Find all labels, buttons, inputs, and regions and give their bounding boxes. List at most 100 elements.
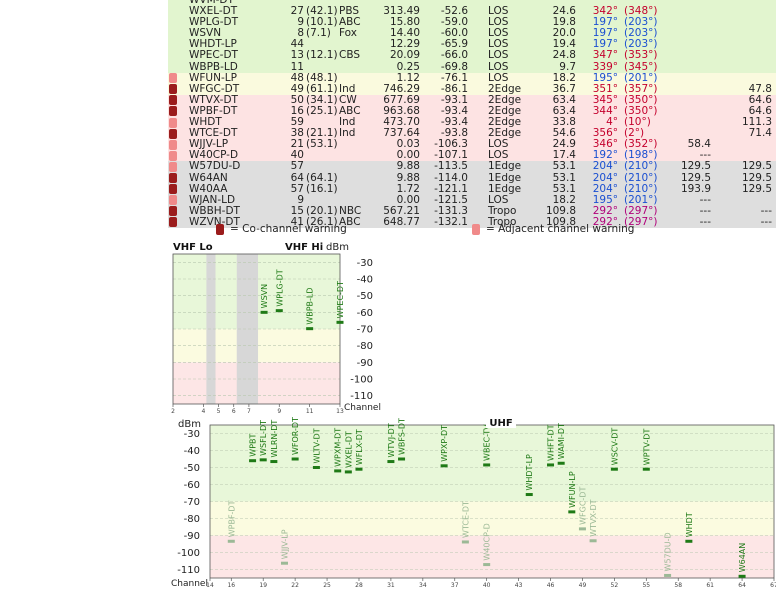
row-virtual-channel: (34.1): [306, 93, 338, 106]
table-row[interactable]: W40AA 57 (16.1) 1.72 -121.1 1Edge 53.1 204° (210…: [168, 182, 776, 195]
uhf-signal-chart: -30 -40 -50 -60 -70 -80 -90 -100 -110 dBm 14 16 19 22…: [171, 416, 776, 589]
row-callsign: WVM-DT: [189, 0, 234, 6]
row-signal-dbm: -107.1: [434, 149, 468, 162]
station-bar[interactable]: [398, 457, 406, 461]
station-bar[interactable]: [664, 573, 672, 577]
table-row[interactable]: WTVX-DT 50 (34.1) CW 677.69 -93.1 2Edge 63.4 345…: [168, 93, 776, 106]
station-bar[interactable]: [685, 539, 693, 543]
row-power: 0.00: [396, 149, 420, 162]
station-label: WSCV-DT: [610, 428, 619, 466]
station-label: WTVJ-DT: [387, 423, 396, 457]
station-bar[interactable]: [610, 467, 618, 471]
cochannel-legend-label: = Co-channel warning: [230, 223, 347, 235]
table-row[interactable]: WPEC-DT 13 (12.1) CBS 20.09 -66.0 LOS 24.8 347° (…: [168, 49, 776, 62]
station-bar[interactable]: [557, 461, 565, 465]
row-magnetic-azimuth: (297°): [624, 215, 658, 228]
table-row[interactable]: WJAN-LD 9 0.00 -121.5 LOS 18.2 195° (201°) ---: [168, 193, 776, 206]
table-row[interactable]: WZVN-DT 41 (26.1) ABC 648.77 -132.1 Tropo 109.8…: [168, 215, 776, 228]
station-bar[interactable]: [387, 460, 395, 464]
warning-icon: [169, 139, 177, 150]
row-distance: 19.4: [552, 38, 576, 51]
station-label: W64AN: [738, 543, 747, 573]
station-label: WJJV-LP: [280, 529, 289, 559]
station-bar[interactable]: [291, 457, 299, 461]
station-bar[interactable]: [440, 464, 448, 468]
row-azimuth: 342°: [592, 5, 618, 18]
station-bar[interactable]: [738, 574, 746, 578]
station-bar[interactable]: [260, 310, 268, 314]
station-label: WPTV-DT: [642, 429, 651, 466]
row-callsign: WPBF-DT: [189, 104, 238, 117]
x-axis-label: Channel: [171, 579, 208, 589]
station-bar[interactable]: [642, 467, 650, 471]
row-channel: 27: [290, 5, 304, 18]
station-bar[interactable]: [578, 527, 586, 531]
row-distance: 18.2: [552, 71, 576, 84]
row-extra-1: ---: [699, 193, 711, 206]
row-azimuth: 197°: [592, 16, 618, 29]
station-bar[interactable]: [280, 561, 288, 565]
table-row[interactable]: WTCE-DT 38 (21.1) Ind 737.64 -93.8 2Edge 54.6 35…: [168, 127, 776, 140]
row-extra-2: 111.3: [741, 116, 772, 129]
table-row[interactable]: WFUN-LP 48 (48.1) 1.12 -76.1 LOS 18.2 195° (201°…: [168, 71, 776, 84]
row-azimuth: 197°: [592, 38, 618, 51]
station-bar[interactable]: [270, 460, 278, 464]
row-callsign: WBPB-LD: [189, 60, 238, 73]
table-row[interactable]: WVM-DT: [168, 0, 776, 7]
warning-legend: = Co-channel warning = Adjacent channel …: [170, 223, 770, 237]
table-row[interactable]: WFGC-DT 49 (61.1) Ind 746.29 -86.1 2Edge 36.7 35…: [168, 82, 776, 95]
table-row[interactable]: WHDT 59 Ind 473.70 -93.4 2Edge 33.8 4° (10°) 111.…: [168, 116, 776, 129]
row-azimuth: 197°: [592, 27, 618, 40]
table-row[interactable]: WPLG-DT 9 (10.1) ABC 15.80 -59.0 LOS 19.8 197° (2…: [168, 16, 776, 29]
row-signal-dbm: -106.3: [434, 138, 468, 151]
table-row[interactable]: WXEL-DT 27 (42.1) PBS 313.49 -52.6 LOS 24.6 342°…: [168, 5, 776, 18]
station-bar[interactable]: [259, 458, 267, 462]
row-virtual-channel: (12.1): [306, 49, 338, 62]
row-distance: 63.4: [552, 104, 576, 117]
station-bar[interactable]: [568, 510, 576, 514]
row-extra-2: 129.5: [741, 171, 772, 184]
plot-frame: [172, 253, 341, 405]
table-row[interactable]: WBBH-DT 15 (20.1) NBC 567.21 -131.3 Tropo 109.8…: [168, 205, 776, 217]
table-row[interactable]: W57DU-D 57 9.88 -113.5 1Edge 53.1 204° (210°) 12…: [168, 161, 776, 173]
row-path: 1Edge: [488, 182, 522, 195]
station-label: WFGC-DT: [578, 487, 587, 525]
row-power: 746.29: [383, 82, 420, 95]
row-power: 1.12: [396, 71, 420, 84]
row-power: 963.68: [383, 104, 420, 117]
station-bar[interactable]: [547, 463, 555, 467]
station-bar[interactable]: [483, 463, 491, 467]
station-bar[interactable]: [525, 493, 533, 497]
station-bar[interactable]: [589, 539, 597, 543]
x-tick-label: 19: [259, 582, 267, 589]
row-magnetic-azimuth: (353°): [624, 49, 658, 62]
station-bar[interactable]: [249, 459, 257, 463]
row-callsign: WFUN-LP: [189, 71, 237, 84]
row-distance: 19.8: [552, 16, 576, 29]
row-azimuth: 356°: [592, 127, 618, 140]
station-label: WBPB-LD: [306, 287, 315, 324]
table-row[interactable]: WPBF-DT 16 (25.1) ABC 963.68 -93.4 2Edge 63.4 34…: [168, 104, 776, 118]
station-bar[interactable]: [227, 539, 235, 543]
x-tick-label: 55: [642, 582, 650, 589]
table-row[interactable]: WHDT-LP 44 12.29 -65.9 LOS 19.4 197° (203°): [168, 38, 776, 51]
station-bar[interactable]: [461, 540, 469, 544]
row-signal-dbm: -93.4: [440, 104, 468, 117]
station-bar[interactable]: [483, 563, 491, 567]
station-bar[interactable]: [306, 327, 314, 331]
row-extra-2: 64.6: [748, 104, 772, 117]
table-row[interactable]: W64AN 64 (64.1) 9.88 -114.0 1Edge 53.1 204° (210…: [168, 171, 776, 184]
row-callsign: WZVN-DT: [189, 215, 240, 228]
station-bar[interactable]: [336, 320, 344, 324]
table-row[interactable]: WBPB-LD 11 0.25 -69.8 LOS 9.7 339° (345°): [168, 60, 776, 73]
x-tick-label: 9: [277, 408, 281, 415]
station-bar[interactable]: [334, 469, 342, 473]
station-bar[interactable]: [344, 470, 352, 474]
station-bar[interactable]: [312, 466, 320, 469]
table-row[interactable]: WSVN 8 (7.1) Fox 14.40 -60.0 LOS 20.0 197° (203°): [168, 27, 776, 40]
station-bar[interactable]: [275, 309, 283, 313]
station-bar[interactable]: [355, 467, 363, 471]
x-tick-label: 25: [323, 582, 331, 589]
table-row[interactable]: WJJV-LP 21 (53.1) 0.03 -106.3 LOS 24.9 346° (352…: [168, 138, 776, 151]
table-row[interactable]: W40CP-D 40 0.00 -107.1 LOS 17.4 192° (198°) ---: [168, 149, 776, 162]
